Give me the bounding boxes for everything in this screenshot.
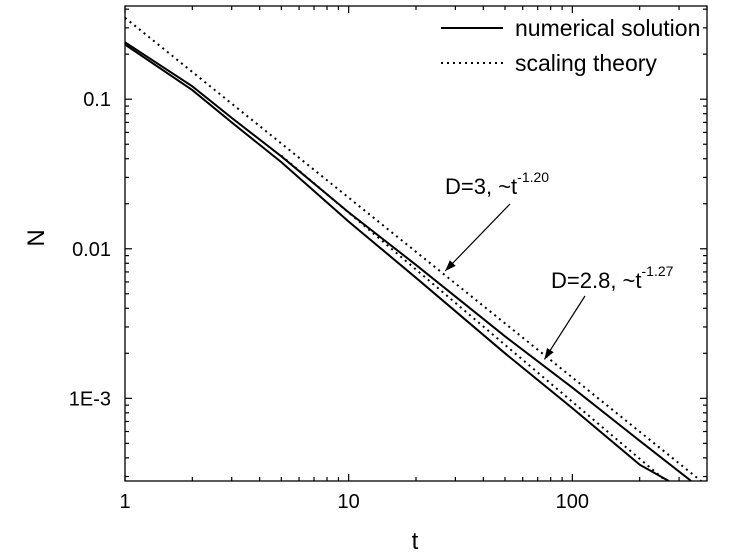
y-tick-label: 0.1 bbox=[83, 89, 111, 111]
annotation-label: D=3, ~t-1.20 bbox=[445, 169, 549, 199]
plot-frame bbox=[124, 5, 708, 482]
annotation-arrow bbox=[543, 295, 586, 360]
series-D2.8-dotted bbox=[280, 154, 668, 481]
x-tick-label: 1 bbox=[119, 491, 130, 513]
x-axis-title: t bbox=[412, 528, 419, 553]
annotation-label: D=2.8, ~t-1.27 bbox=[551, 263, 674, 293]
y-axis: 0.1 0.01 1E-3 bbox=[69, 8, 707, 478]
legend: numerical solution scaling theory bbox=[441, 15, 700, 76]
annotation-arrowhead bbox=[544, 348, 554, 360]
legend-label: scaling theory bbox=[515, 50, 657, 76]
x-tick-label: 100 bbox=[556, 491, 589, 513]
x-axis: 1 10 100 bbox=[119, 6, 708, 513]
x-tick-label: 10 bbox=[338, 491, 360, 513]
y-tick-label: 0.01 bbox=[72, 239, 111, 261]
legend-label: numerical solution bbox=[515, 15, 700, 41]
y-tick-label: 1E-3 bbox=[69, 388, 111, 410]
annotation-arrowhead bbox=[445, 260, 456, 271]
annotations: D=3, ~t-1.20 D=2.8, ~t-1.27 bbox=[444, 169, 674, 360]
series-D3-dotted bbox=[125, 17, 703, 481]
plot-area bbox=[125, 17, 703, 481]
annotation-arrow bbox=[444, 203, 511, 272]
series-D2.8-solid bbox=[125, 43, 670, 481]
series-D3-solid bbox=[125, 41, 692, 481]
y-axis-title: N bbox=[23, 229, 50, 246]
